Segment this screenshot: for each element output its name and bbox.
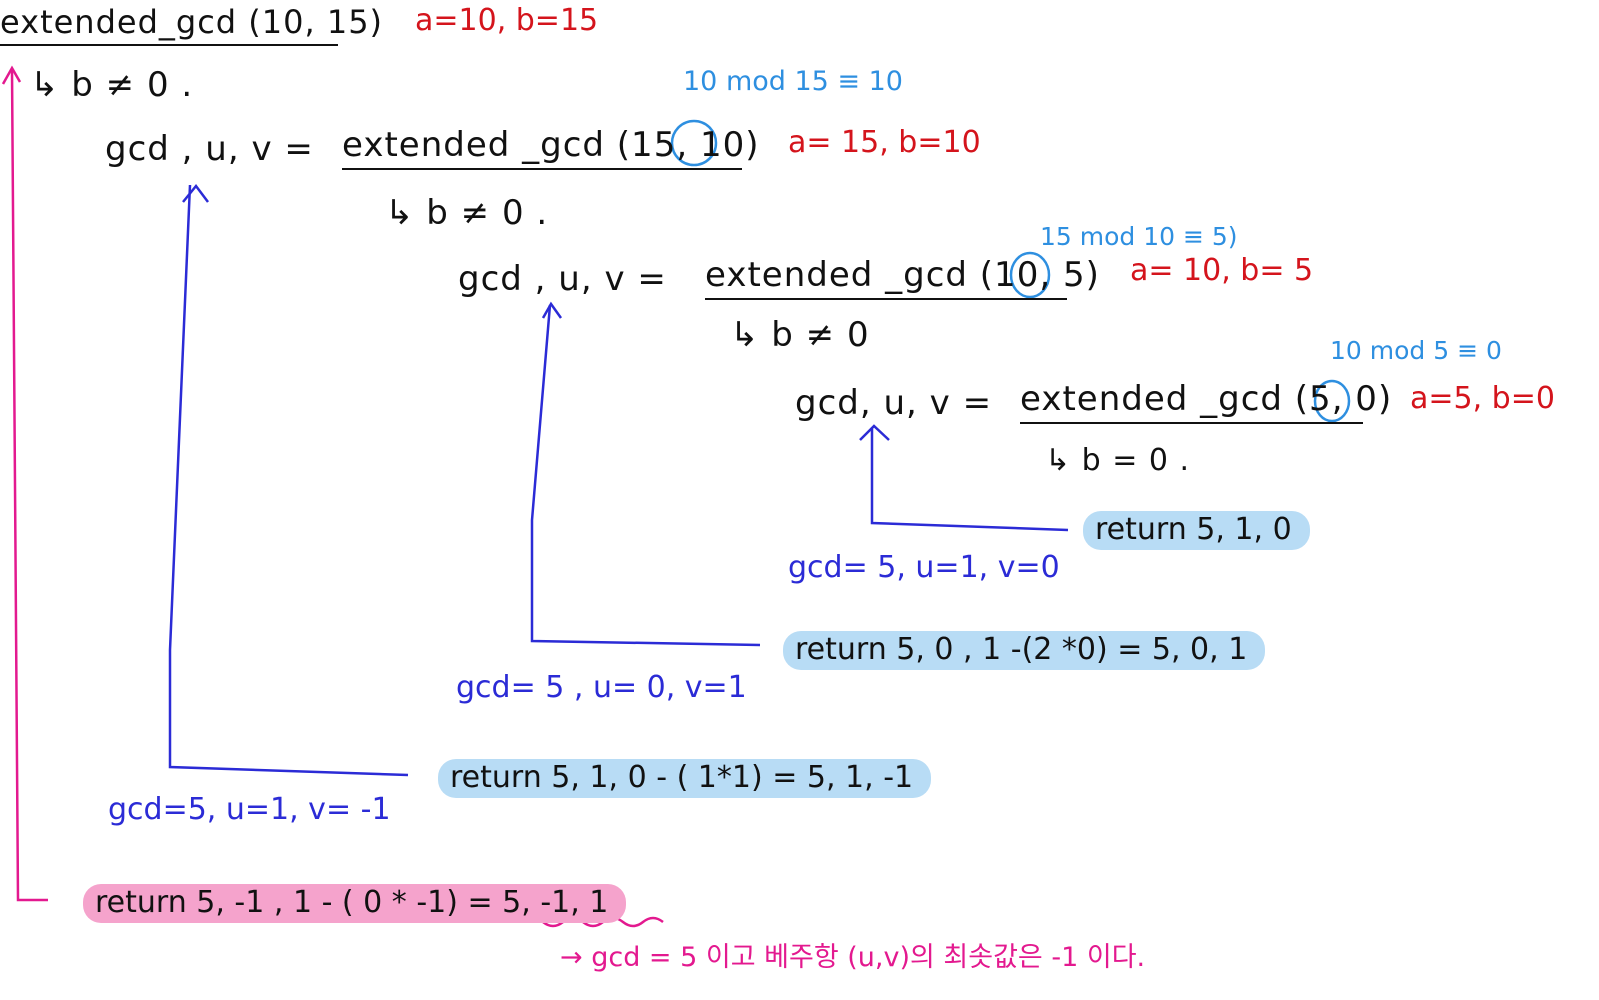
lhs-level-3: gcd, u, v = xyxy=(795,383,993,423)
condition-level-3: ↳ b = 0 . xyxy=(1045,443,1191,478)
return-level-3: return 5, 1, 0 xyxy=(1083,511,1310,550)
result-level-3: gcd= 5, u=1, v=0 xyxy=(788,550,1060,585)
params-level-1: a= 15, b=10 xyxy=(788,125,981,160)
circle-arg-10 xyxy=(670,119,718,167)
return-arrow-level-2-head xyxy=(541,301,563,319)
call-level-0: extended_gcd (10, 15) xyxy=(0,6,382,46)
call-level-3: extended _gcd (5, 0) xyxy=(1020,382,1391,424)
params-level-2: a= 10, b= 5 xyxy=(1130,253,1314,288)
mod-level-2: 15 mod 10 ≡ 5) xyxy=(1040,222,1238,251)
result-level-2: gcd= 5 , u= 0, v=1 xyxy=(456,670,747,705)
return-arrow-level-1 xyxy=(168,184,409,777)
lhs-level-2: gcd , u, v = xyxy=(458,259,667,299)
condition-level-1: ↳ b ≠ 0 . xyxy=(385,193,549,233)
return-arrow-level-2 xyxy=(530,304,761,647)
return-arrow-level-0 xyxy=(10,69,48,902)
mod-level-1: 10 mod 15 ≡ 10 xyxy=(683,66,903,97)
mod-level-3: 10 mod 5 ≡ 0 xyxy=(1330,336,1502,365)
params-level-0: a=10, b=15 xyxy=(415,3,599,38)
return-arrow-level-0-head xyxy=(1,65,22,85)
condition-level-0: ↳ b ≠ 0 . xyxy=(30,65,194,105)
result-level-1: gcd=5, u=1, v= -1 xyxy=(108,792,391,827)
return-level-2: return 5, 0 , 1 -(2 *0) = 5, 0, 1 xyxy=(783,631,1266,670)
condition-level-2: ↳ b ≠ 0 xyxy=(730,315,870,355)
return-arrow-level-3-head xyxy=(859,424,890,441)
call-level-2: extended _gcd (10, 5) xyxy=(705,258,1099,300)
lhs-level-1: gcd , u, v = xyxy=(105,129,314,169)
return-level-1: return 5, 1, 0 - ( 1*1) = 5, 1, -1 xyxy=(438,759,932,798)
return-arrow-level-3 xyxy=(870,428,1069,532)
call-level-1: extended _gcd (15, 10) xyxy=(342,128,758,170)
params-level-3: a=5, b=0 xyxy=(1410,381,1555,416)
return-arrow-level-1-head xyxy=(182,183,209,203)
conclusion-text: → gcd = 5 이고 베주항 (u,v)의 최솟값은 -1 이다. xyxy=(560,942,1146,973)
circle-arg-5 xyxy=(1009,251,1051,299)
circle-arg-0 xyxy=(1313,379,1351,423)
return-level-0: return 5, -1 , 1 - ( 0 * -1) = 5, -1, 1 xyxy=(83,884,627,923)
